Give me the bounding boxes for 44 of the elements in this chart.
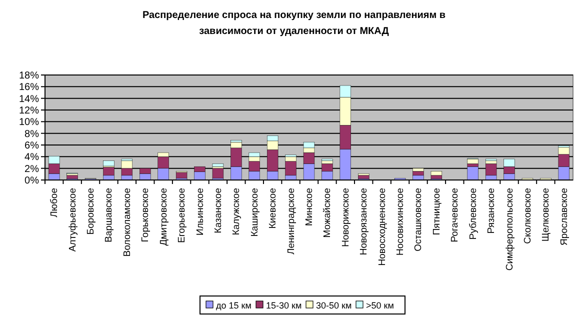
y-tick-label: 18% — [18, 70, 40, 82]
x-tick-label: Рублевское — [468, 188, 479, 240]
x-tick-label: Казанское — [212, 188, 224, 234]
x-tick-label: Щелковское — [540, 188, 552, 242]
x-tick-label: Пятницкое — [431, 188, 442, 236]
legend-label: до 15 км — [216, 300, 252, 310]
legend-label: >50 км — [366, 300, 394, 310]
x-tick-label: Алтуфьевское — [67, 188, 78, 252]
chart-title: Распределение спроса на покупку земли по направлениям в зависимости от удаленности от МКАД — [142, 10, 446, 37]
y-tick-label: 0% — [24, 176, 40, 186]
y-tick-label: 10% — [18, 117, 40, 128]
y-tick-label: 14% — [18, 94, 40, 105]
x-tick-label: Каширское — [249, 188, 260, 237]
x-tick-label: Боровское — [86, 188, 97, 235]
x-tick-label: Симферопольское — [504, 188, 516, 271]
x-tick-label: Дмитровское — [158, 188, 170, 246]
x-tick-label: Ильинское — [194, 188, 206, 236]
x-tick-label: Новорязанское — [358, 188, 370, 256]
y-tick-label: 6% — [24, 140, 40, 152]
x-tick-label: Новосходненское — [376, 188, 388, 266]
y-tick-label: 16% — [18, 82, 40, 94]
x-tick-label: Носовихинское — [395, 188, 406, 256]
x-tick-label: Волоколамское — [122, 188, 133, 257]
x-tick-label: Можайское — [322, 188, 334, 238]
x-tick-label: Осташковское — [413, 188, 424, 252]
x-tick-label: Горьковское — [140, 188, 152, 242]
x-tick-label: Варшавское — [104, 188, 115, 242]
y-tick-label: 12% — [18, 106, 40, 116]
x-tick-label: Любое — [49, 188, 60, 218]
x-tick-label: Киевское — [268, 188, 279, 229]
x-tick-label: Ленинградское — [286, 188, 297, 254]
x-tick-label: Рязанское — [486, 188, 498, 234]
legend-label: 15-30 км — [266, 300, 302, 310]
x-tick-label: Новорижское — [340, 188, 352, 247]
legend-label: 30-50 км — [316, 300, 352, 310]
x-tick-label: Ярославское — [558, 188, 570, 246]
y-tick-label: 2% — [24, 164, 40, 175]
x-tick-label: Сколковское — [522, 188, 534, 244]
x-tick-label: Егорьевское — [176, 188, 188, 243]
x-tick-label: Калужское — [231, 188, 242, 236]
y-tick-label: 8% — [24, 128, 40, 140]
x-tick-label: Минское — [304, 188, 315, 226]
x-tick-label: Рогачевское — [450, 188, 461, 242]
y-tick-label: 4% — [24, 152, 40, 164]
